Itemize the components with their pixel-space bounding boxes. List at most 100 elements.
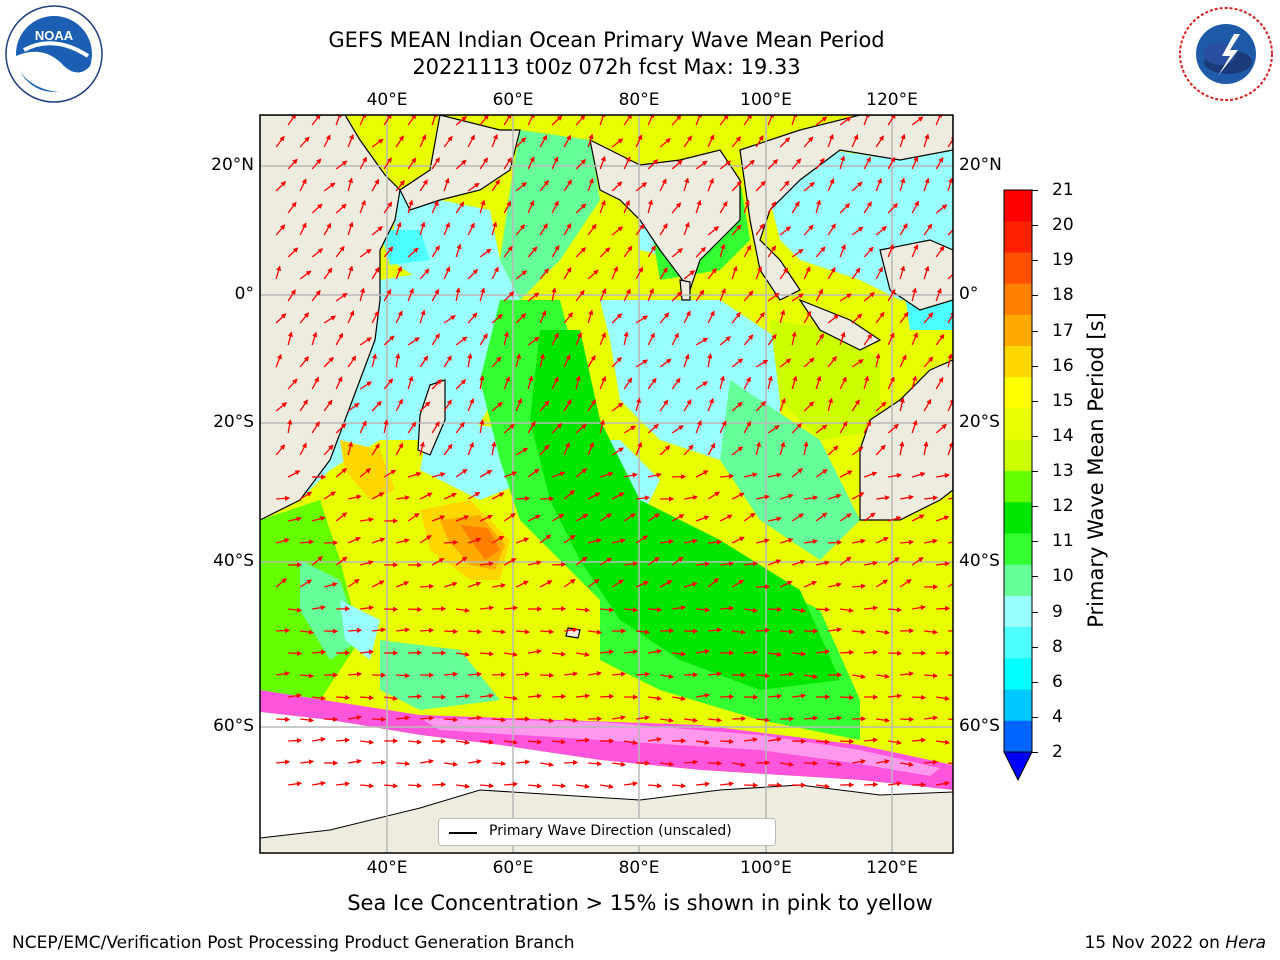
wave-arrow: [839, 293, 852, 302]
wave-arrow: [479, 469, 493, 478]
wave-arrow: [648, 736, 663, 743]
wave-arrow: [443, 177, 450, 192]
wave-arrow: [744, 472, 758, 478]
wave-arrow: [827, 493, 842, 500]
wave-arrow: [419, 268, 430, 280]
wave-arrow: [552, 783, 567, 789]
wave-arrow: [707, 267, 717, 280]
wave-arrow: [467, 268, 479, 280]
wave-arrow: [839, 155, 846, 170]
wave-arrow: [731, 579, 745, 588]
wave-arrow: [503, 291, 515, 302]
wave-arrow: [287, 289, 296, 302]
wave-arrow: [672, 651, 687, 657]
lat-label-right: 60°S: [959, 716, 1000, 736]
wave-arrow: [839, 556, 852, 566]
wave-arrow: [395, 221, 402, 236]
wave-arrow: [492, 583, 507, 589]
wave-arrow: [444, 761, 459, 767]
lat-label-left: 0°: [234, 284, 254, 304]
wave-arrow: [395, 581, 410, 588]
wave-arrow: [599, 247, 611, 258]
wave-arrow: [539, 223, 548, 236]
wave-arrow: [875, 266, 883, 280]
wave-arrow: [624, 561, 639, 567]
sea-ice-note: Sea Ice Concentration > 15% is shown in …: [347, 891, 933, 915]
wave-arrow: [900, 716, 915, 722]
wave-arrow: [359, 287, 366, 302]
wave-arrow: [467, 312, 478, 324]
wave-arrow: [323, 267, 333, 280]
wave-arrow: [311, 248, 324, 258]
wave-arrow: [779, 580, 793, 588]
wave-arrow: [588, 629, 603, 635]
wave-arrow: [683, 177, 690, 192]
wave-arrow: [407, 199, 414, 214]
colorbar-segment: [1004, 408, 1032, 441]
wave-arrow: [851, 492, 865, 500]
wave-arrow: [851, 313, 863, 324]
wave-arrow: [827, 223, 836, 236]
wave-arrow: [395, 266, 402, 280]
wave-arrow: [540, 672, 555, 678]
wave-arrow: [287, 378, 298, 390]
wave-arrow: [348, 715, 363, 721]
wave-arrow: [299, 579, 313, 588]
wave-arrow: [623, 425, 637, 434]
wave-arrow: [420, 715, 435, 721]
wave-arrow: [359, 420, 367, 434]
wave-arrow: [743, 290, 754, 302]
wave-arrow: [299, 356, 310, 368]
wave-arrow: [360, 695, 375, 701]
colorbar-segment: [1004, 627, 1032, 659]
wave-arrow: [563, 354, 571, 368]
wave-arrow: [443, 443, 453, 456]
wave-arrow: [551, 287, 557, 302]
footer-credit: NCEP/EMC/Verification Post Processing Pr…: [12, 933, 575, 953]
wave-arrow: [828, 582, 842, 588]
wave-arrow: [923, 356, 934, 368]
wave-arrow: [659, 267, 668, 280]
wave-arrow: [911, 200, 919, 214]
wave-arrow: [575, 513, 589, 522]
wave-arrow: [635, 182, 648, 192]
wave-arrow: [443, 492, 457, 500]
lat-label-left: 20°N: [211, 155, 254, 175]
colorbar-tick-mark: [1032, 681, 1038, 683]
wave-arrow: [875, 537, 889, 544]
wave-arrow: [287, 247, 299, 258]
wave-arrow: [359, 248, 372, 258]
wave-arrow: [516, 671, 531, 677]
wave-arrow: [563, 179, 572, 192]
wave-arrow: [587, 492, 601, 500]
wave-arrow: [815, 246, 826, 258]
wave-arrow: [659, 358, 672, 368]
wave-arrow: [875, 311, 885, 324]
wave-arrow: [960, 204, 969, 213]
wave-arrow: [275, 313, 287, 324]
noaa-logo: NOAA: [5, 5, 103, 103]
wave-arrow: [887, 202, 899, 214]
wave-arrow: [839, 116, 852, 126]
wave-arrow: [443, 581, 458, 588]
wave-arrow: [419, 221, 426, 236]
wave-arrow: [335, 376, 343, 390]
wave-arrow: [444, 671, 459, 677]
wave-arrow: [288, 516, 302, 522]
wave-arrow: [912, 694, 927, 701]
colorbar-tick-label: 21: [1052, 180, 1074, 200]
wave-arrow: [839, 243, 846, 258]
wave-arrow: [900, 539, 915, 545]
wave-arrow: [947, 177, 953, 192]
wave-arrow: [671, 514, 685, 522]
wave-arrow: [660, 673, 675, 679]
wave-arrow: [696, 781, 711, 787]
wave-arrow: [491, 179, 500, 192]
wave-arrow: [479, 115, 489, 126]
wave-arrow: [335, 556, 348, 566]
colorbar-tick-mark: [1032, 576, 1038, 578]
wave-arrow: [563, 578, 576, 588]
wave-arrow: [539, 400, 550, 412]
wave-arrow: [599, 288, 607, 302]
lon-label-bottom: 40°E: [366, 858, 408, 878]
